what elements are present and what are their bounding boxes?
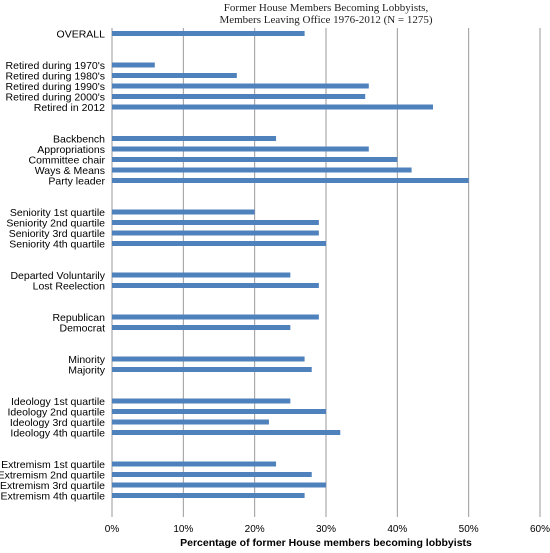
category-label: Retired during 1980's [6, 70, 105, 82]
bar [112, 62, 155, 68]
bar [112, 94, 366, 99]
x-tick-label: 40% [387, 524, 407, 535]
x-tick-label: 10% [173, 524, 193, 535]
category-label: Extremism 3rd quartile [0, 480, 105, 492]
bar [112, 409, 326, 414]
category-label: Majority [68, 364, 106, 376]
category-label: Ideology 3rd quartile [10, 417, 105, 429]
category-label: Ideology 1st quartile [11, 396, 105, 408]
bar [112, 356, 305, 362]
x-axis-label: Percentage of former House members becom… [180, 537, 472, 549]
category-label: Seniority 3rd quartile [9, 228, 105, 240]
category-label: Minority [68, 354, 106, 366]
bar [112, 230, 319, 236]
category-label: Lost Reelection [33, 280, 106, 292]
category-label: Ideology 2nd quartile [8, 406, 106, 418]
bar [112, 104, 433, 110]
bar [112, 241, 326, 246]
bar [112, 220, 319, 225]
category-label: Ideology 4th quartile [10, 427, 105, 439]
bar [112, 272, 291, 278]
bar [112, 136, 277, 141]
bar [112, 178, 469, 183]
bar [112, 73, 237, 78]
category-label: Republican [52, 312, 105, 324]
bar [112, 314, 319, 320]
bar [112, 325, 291, 330]
category-label: Extremism 2nd quartile [0, 469, 105, 481]
category-label: Seniority 1st quartile [10, 207, 105, 219]
category-label: Extremism 4th quartile [1, 490, 106, 502]
category-label: OVERALL [57, 28, 106, 40]
category-label: Seniority 2nd quartile [6, 217, 105, 229]
chart-title-line-1: Former House Members Becoming Lobbyists, [224, 2, 429, 14]
x-tick-label: 30% [316, 524, 336, 535]
category-label: Retired during 2000's [6, 91, 105, 103]
bar [112, 31, 305, 36]
category-label: Appropriations [37, 144, 105, 156]
bar [112, 167, 412, 173]
category-label: Extremism 1st quartile [1, 459, 105, 471]
category-label: Retired during 1970's [6, 60, 105, 72]
category-label: Ways & Means [35, 165, 105, 177]
bar [112, 472, 312, 477]
bar [112, 398, 291, 404]
category-label: Retired during 1990's [6, 81, 105, 93]
bars [112, 31, 469, 498]
bar [112, 461, 277, 467]
category-label: Retired in 2012 [34, 102, 105, 114]
category-label: Departed Voluntarily [10, 270, 105, 282]
x-tick-label: 20% [245, 524, 265, 535]
bar [112, 482, 326, 488]
x-axis-ticks: 0% 10% 20% 30% 40% 50% 60% [105, 524, 550, 535]
bar [112, 83, 369, 89]
bar [112, 209, 255, 215]
category-label: Committee chair [29, 154, 106, 166]
bar [112, 283, 319, 288]
bar [112, 146, 369, 152]
bar [112, 419, 269, 425]
category-label: Party leader [48, 175, 105, 187]
bar [112, 157, 398, 162]
category-label: Seniority 4th quartile [9, 238, 105, 250]
x-tick-label: 60% [530, 524, 550, 535]
x-tick-label: 50% [459, 524, 479, 535]
category-label: Backbench [53, 133, 105, 145]
category-label: Democrat [59, 322, 105, 334]
bar [112, 367, 312, 372]
chart-title-line-2: Members Leaving Office 1976-2012 (N = 12… [219, 14, 432, 26]
x-tick-label: 0% [105, 524, 120, 535]
bar [112, 430, 341, 435]
bar [112, 493, 305, 498]
